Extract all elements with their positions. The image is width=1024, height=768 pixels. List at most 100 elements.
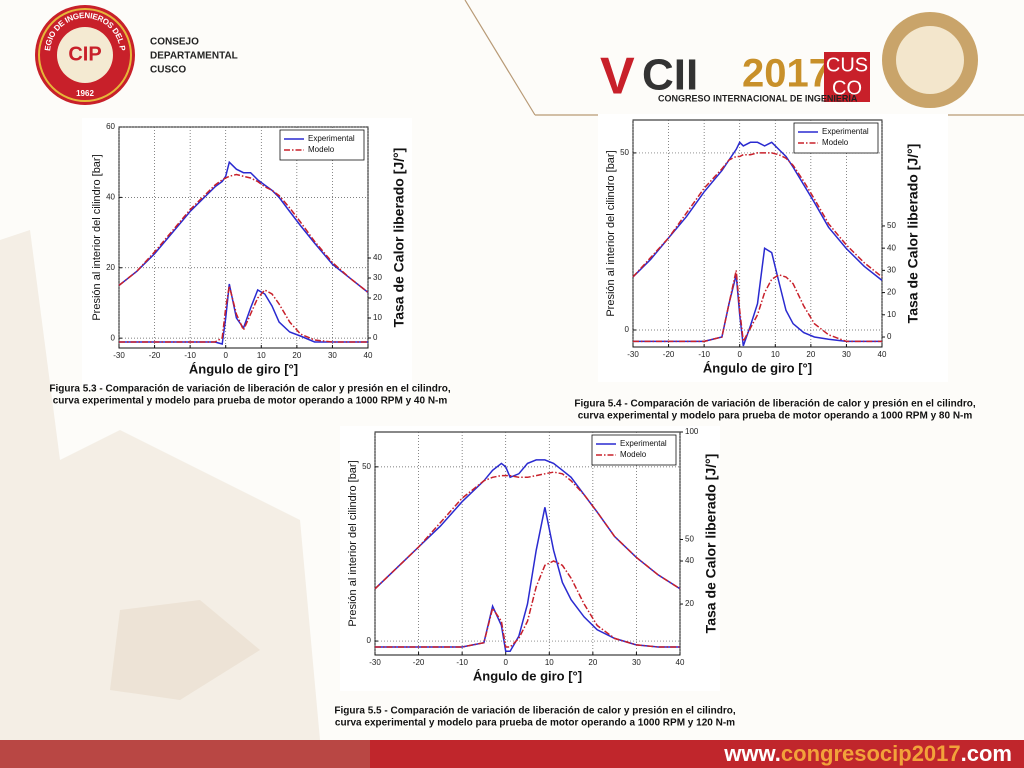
plot-area [632,119,883,348]
legend-box [591,434,677,466]
event-name: CONGRESO INTERNACIONAL DE INGENIERÍA [658,93,858,103]
legend-label: Experimental [822,127,869,136]
series-line [119,285,368,343]
y-tick-label: 0 [111,333,116,342]
legend-label: Modelo [308,145,335,154]
series-line [632,152,883,278]
x-tick-label: -30 [627,350,639,359]
url-part: .com [961,741,1012,766]
y2-tick-label: 40 [373,253,382,262]
x-tick-label: 0 [737,350,742,359]
x-tick-label: 30 [328,351,337,360]
caption: Figura 5.3 - Comparación de variación de… [49,384,450,395]
event-city: CUS [826,54,868,76]
y-tick-label: 0 [625,325,630,334]
y2-tick-label: 40 [685,556,694,565]
watermark [110,600,260,700]
x-tick-label: -10 [456,658,468,667]
caption: curva experimental y modelo para prueba … [335,718,735,729]
y2-tick-label: 20 [685,599,694,608]
x-tick-label: 40 [364,351,373,360]
y-tick-label: 0 [367,636,372,645]
org-line: CONSEJO [150,37,199,48]
legend-label: Experimental [620,439,667,448]
event-year: 2017 [742,52,831,96]
y2-tick-label: 40 [887,243,896,252]
legend-box [793,122,879,154]
y-tick-label: 50 [362,462,371,471]
caption: curva experimental y modelo para prueba … [578,411,973,422]
x-tick-label: -20 [663,350,675,359]
y-tick-label: 40 [106,192,115,201]
x-tick-label: -30 [113,351,125,360]
y2-tick-label: 50 [887,221,896,230]
divider [464,0,536,116]
series-line [633,246,882,347]
y2-tick-label: 10 [887,310,896,319]
x-axis-label: Ángulo de giro [°] [473,668,582,683]
gear-inner [896,26,964,94]
series-line [118,173,369,293]
x-tick-label: -10 [184,351,196,360]
y-axis-label: Presión al interior del cilindro [bar] [347,460,359,626]
y2-axis-label: Tasa de Calor liberado [J/°] [391,148,407,328]
x-tick-label: 0 [503,658,508,667]
org-line: DEPARTAMENTAL [150,51,238,62]
series-line [119,283,368,345]
x-tick-label: -20 [413,658,425,667]
series-line [374,471,681,590]
y2-tick-label: 0 [373,333,378,342]
y2-tick-label: 10 [373,313,382,322]
y2-tick-label: 20 [373,293,382,302]
legend-box [279,129,365,161]
x-tick-label: 40 [676,658,685,667]
x-tick-label: -30 [369,658,381,667]
series-line [375,560,680,648]
plot-area [374,431,681,656]
series-line [375,507,680,653]
series-line [632,141,883,281]
x-tick-label: 30 [842,350,851,359]
legend-label: Modelo [620,450,647,459]
x-tick-label: 20 [806,350,815,359]
seal-year: 1962 [76,89,94,98]
caption: Figura 5.5 - Comparación de variación de… [334,706,735,717]
x-tick-label: -10 [698,350,710,359]
x-tick-label: -20 [149,351,161,360]
event-city: CO [832,77,862,99]
footer-url: www.congresocip2017.com [723,741,1012,766]
x-tick-label: 20 [588,658,597,667]
event-v: V [600,48,635,106]
y-axis-label: Presión al interior del cilindro [bar] [91,154,103,320]
x-tick-label: 10 [545,658,554,667]
caption: Figura 5.4 - Comparación de variación de… [574,399,975,410]
x-tick-label: 10 [771,350,780,359]
watermark [0,230,320,740]
x-axis-label: Ángulo de giro [°] [189,361,298,376]
x-tick-label: 0 [223,351,228,360]
x-tick-label: 40 [878,350,887,359]
y2-tick-label: 30 [373,273,382,282]
y-tick-label: 50 [620,148,629,157]
y2-tick-label: 30 [887,265,896,274]
x-tick-label: 20 [292,351,301,360]
event-cii: CII [642,51,698,100]
legend-label: Experimental [308,134,355,143]
seal-border [38,8,132,102]
plot-area [118,126,369,349]
seal-center [57,27,113,83]
city-box [824,52,870,102]
y2-tick-label: 0 [887,332,892,341]
y-tick-label: 60 [106,122,115,131]
seal-mark: CIP [68,43,101,65]
url-part: congresocip2017 [781,741,961,766]
footer-bar [370,740,1024,768]
y2-axis-label: Tasa de Calor liberado [J/°] [905,144,921,324]
x-tick-label: 10 [257,351,266,360]
y2-tick-label: 20 [887,288,896,297]
legend-label: Modelo [822,138,849,147]
y2-tick-label: 50 [685,535,694,544]
y-axis-label: Presión al interior del cilindro [bar] [605,150,617,316]
x-axis-label: Ángulo de giro [°] [703,360,812,375]
